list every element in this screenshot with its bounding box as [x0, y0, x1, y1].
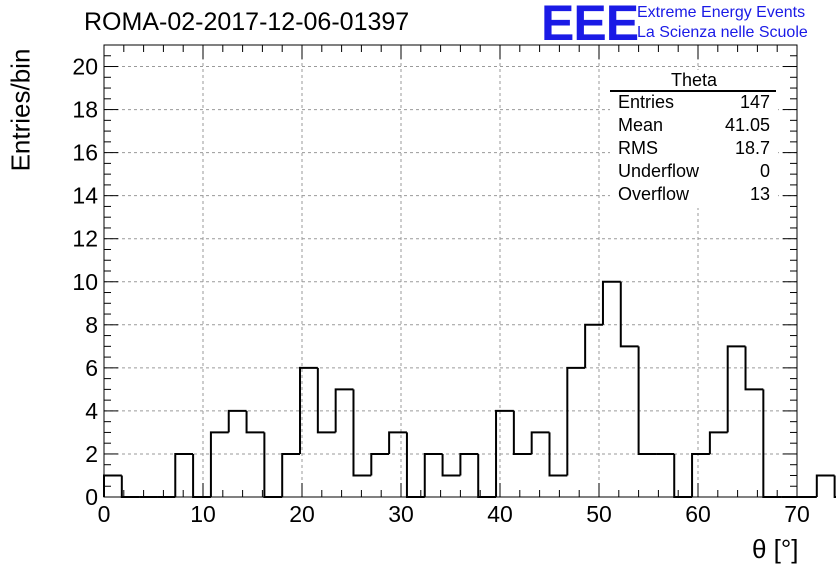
stats-divider [610, 90, 776, 92]
y-tick-label: 6 [85, 355, 98, 381]
y-tick-label: 2 [85, 441, 98, 467]
y-axis-label: Entries/bin [5, 48, 36, 172]
histogram-bin [691, 452, 710, 497]
y-tick-labels: 0 2 4 6 8 10 12 14 16 18 20 [72, 54, 98, 510]
stats-box: Theta Entries 147 Mean 41.05 RMS 18.7 Un… [610, 70, 778, 208]
stat-value: 0 [759, 161, 770, 181]
stat-value: 13 [749, 184, 770, 204]
x-tick-labels: 0 10 20 30 40 50 60 70 [98, 501, 810, 527]
histogram-bin [601, 280, 621, 325]
histogram-bin [334, 388, 354, 433]
stat-key: RMS [618, 138, 658, 158]
y-tick-label: 8 [85, 312, 98, 338]
histogram-bin [245, 410, 265, 434]
y-tick-label: 12 [72, 226, 98, 252]
stat-row-mean: Mean 41.05 [618, 115, 770, 138]
y-tick-label: 16 [72, 140, 98, 166]
histogram-bin [352, 389, 372, 477]
logo-caption: Extreme Energy Events La Scienza nelle S… [637, 3, 808, 43]
histogram-bin [477, 453, 497, 498]
histogram-bin [405, 432, 425, 498]
histogram-bin [120, 475, 140, 498]
histogram-bin [548, 432, 568, 477]
histogram-bin [833, 475, 836, 498]
histogram-bin [370, 452, 390, 476]
x-tick-label: 10 [190, 501, 216, 527]
histogram-bin [495, 409, 514, 497]
x-tick-label: 20 [289, 501, 315, 527]
stat-value: 41.05 [724, 115, 770, 135]
histogram-bin [637, 346, 657, 455]
stat-row-entries: Entries 147 [618, 92, 770, 115]
histogram-bin [815, 474, 835, 497]
y-tick-label: 20 [72, 54, 98, 80]
stat-key: Underflow [618, 161, 700, 181]
histogram-bin [192, 453, 211, 498]
stat-value: 18.7 [734, 138, 770, 158]
histogram-bin [174, 452, 194, 497]
chart-title: ROMA-02-2017-12-06-01397 [84, 8, 410, 36]
histogram-bin [388, 431, 407, 454]
stat-row-underflow: Underflow 0 [618, 161, 770, 184]
stat-row-rms: RMS 18.7 [618, 138, 770, 161]
x-axis-label: θ [°] [752, 534, 799, 564]
histogram-bin [281, 452, 301, 497]
stat-key: Mean [618, 115, 664, 135]
x-tick-label: 70 [784, 501, 810, 527]
x-tick-label: 60 [685, 501, 711, 527]
x-tick-label: 0 [98, 501, 111, 527]
histogram-bin [263, 432, 283, 498]
histogram-bin [708, 431, 728, 454]
histogram-bin [726, 345, 746, 433]
histogram-bin [227, 409, 247, 433]
axis-ticks [103, 44, 798, 498]
stat-row-overflow: Overflow 13 [618, 184, 770, 207]
logo-caption-line1: Extreme Energy Events [637, 4, 806, 21]
y-tick-label: 0 [85, 484, 98, 510]
x-tick-label: 30 [388, 501, 414, 527]
histogram-bin [566, 366, 586, 476]
histogram-bin [530, 431, 550, 454]
x-tick-label: 40 [487, 501, 513, 527]
histogram-bin [512, 410, 532, 455]
histogram-bin [744, 346, 764, 391]
y-tick-label: 18 [72, 97, 98, 123]
histogram-bin [423, 452, 443, 497]
stat-key: Overflow [618, 184, 690, 204]
y-tick-label: 10 [72, 269, 98, 295]
stats-title: Theta [670, 70, 718, 90]
y-tick-label: 4 [85, 398, 98, 424]
stat-key: Entries [618, 92, 675, 112]
logo-caption-line2: La Scienza nelle Scuole [637, 24, 808, 41]
histogram-bin [209, 431, 229, 497]
y-tick-label: 14 [72, 183, 98, 209]
histogram-bin [459, 452, 479, 476]
stat-value: 147 [739, 92, 770, 112]
histogram-bin [584, 323, 603, 368]
histogram-bin [619, 281, 639, 348]
x-tick-label: 50 [586, 501, 612, 527]
histogram-bin [762, 389, 782, 498]
eee-logo: EEE [541, 0, 639, 51]
histogram-bin [299, 366, 318, 454]
histogram-bin [441, 453, 461, 477]
histogram-bin [316, 367, 336, 434]
histogram-bin [673, 453, 693, 498]
